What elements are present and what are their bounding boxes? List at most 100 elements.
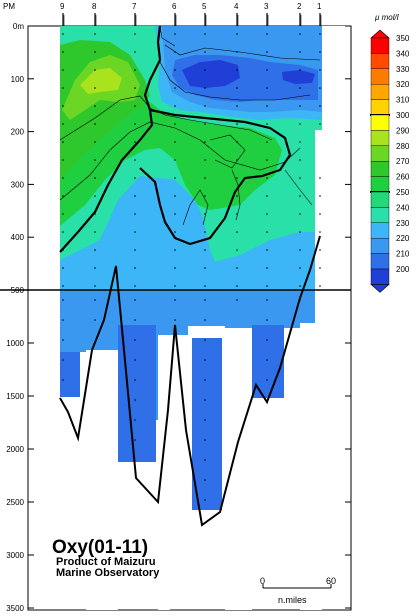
sample-dot	[204, 87, 206, 89]
colorbar-swatch-270	[370, 160, 390, 177]
sample-dot	[319, 213, 321, 215]
sample-dot	[266, 33, 268, 35]
sample-dot	[236, 123, 238, 125]
colorbar-label: 300	[396, 111, 410, 120]
sample-dot	[94, 195, 96, 197]
sample-dot	[94, 299, 96, 301]
sample-dot	[266, 359, 268, 361]
sample-dot	[204, 267, 206, 269]
sample-dot	[134, 213, 136, 215]
colorbar-arrow-top	[370, 29, 390, 39]
sample-dot	[204, 105, 206, 107]
sample-dot	[62, 231, 64, 233]
sample-dot	[204, 459, 206, 461]
sample-dot	[62, 285, 64, 287]
sample-dot	[204, 319, 206, 321]
colorbar-label: 270	[396, 157, 410, 166]
sample-dot	[174, 87, 176, 89]
sample-dot	[266, 51, 268, 53]
sample-dot	[266, 339, 268, 341]
y-axis: 0m 100 200 300 400 500 1000 1500 2000 2500 3000 350…	[6, 22, 351, 613]
sample-dot	[62, 249, 64, 251]
sample-dot	[134, 267, 136, 269]
sample-dot	[94, 159, 96, 161]
sample-dot	[62, 87, 64, 89]
sample-dot	[204, 479, 206, 481]
station-label-4: 4	[234, 2, 239, 11]
sample-dot	[319, 51, 321, 53]
sample-dot	[319, 267, 321, 269]
colorbar-label: 260	[396, 173, 410, 182]
sample-dot	[299, 33, 301, 35]
sample-dot	[174, 285, 176, 287]
sample-dot	[319, 195, 321, 197]
sample-dot	[266, 159, 268, 161]
sample-dot	[319, 105, 321, 107]
y-tick-label: 200	[11, 128, 25, 137]
colorbar-label: 210	[396, 250, 410, 259]
y-tick-label: 400	[11, 233, 25, 242]
sample-dot	[299, 123, 301, 125]
sample-dot	[134, 359, 136, 361]
colorbar-label: 290	[396, 126, 410, 135]
colorbar: μ mol/l 340 330 320 310 300 290 280 270 260 250 24…	[370, 13, 410, 293]
sample-dot	[236, 267, 238, 269]
sample-dot	[236, 249, 238, 251]
sample-dot	[62, 339, 64, 341]
sample-dot	[174, 159, 176, 161]
sample-dot	[62, 159, 64, 161]
sample-dot	[266, 69, 268, 71]
station-label-9: 9	[60, 2, 65, 11]
sample-dot	[319, 231, 321, 233]
sample-dot	[204, 177, 206, 179]
sample-dot	[236, 299, 238, 301]
sample-dot	[134, 123, 136, 125]
sample-dot	[266, 141, 268, 143]
colorbar-label: 280	[396, 142, 410, 151]
sample-dot	[94, 319, 96, 321]
sample-dot	[174, 195, 176, 197]
x-axis-label: PM	[3, 2, 15, 11]
sample-dot	[299, 195, 301, 197]
sample-dot	[236, 159, 238, 161]
colorbar-label: 320	[396, 80, 410, 89]
sample-dot	[204, 123, 206, 125]
sample-dot	[299, 231, 301, 233]
colorbar-swatch-200	[370, 268, 390, 285]
sample-dot	[266, 319, 268, 321]
sample-dot	[319, 123, 321, 125]
sample-dot	[134, 177, 136, 179]
sample-dot	[94, 105, 96, 107]
sample-dot	[94, 33, 96, 35]
scale-bar-end: 60	[326, 576, 336, 586]
sample-dot	[204, 499, 206, 501]
sample-dot	[62, 319, 64, 321]
sample-dot	[204, 159, 206, 161]
y-tick-label: 2000	[6, 445, 24, 454]
sample-dot	[134, 141, 136, 143]
scale-bar-unit: n.miles	[278, 595, 307, 605]
colorbar-swatch-320	[370, 83, 390, 100]
sample-dot	[299, 267, 301, 269]
sample-dot	[319, 249, 321, 251]
sample-dot	[204, 379, 206, 381]
sample-dot	[174, 319, 176, 321]
sample-dot	[94, 285, 96, 287]
colorbar-swatch-350	[370, 37, 390, 54]
sample-dot	[94, 231, 96, 233]
field-230-deep	[60, 176, 315, 290]
sample-dot	[299, 69, 301, 71]
colorbar-label: 350	[396, 34, 410, 43]
sample-dot	[266, 267, 268, 269]
sample-dot	[299, 87, 301, 89]
sample-dot	[236, 51, 238, 53]
sample-dot	[62, 379, 64, 381]
sample-dot	[236, 33, 238, 35]
y-tick-label: 300	[11, 180, 25, 189]
sample-dot	[174, 69, 176, 71]
sample-dot	[236, 105, 238, 107]
field-200-b	[282, 70, 315, 84]
y-tick-label: 0m	[13, 22, 24, 31]
sample-dot	[266, 299, 268, 301]
sample-dot	[174, 123, 176, 125]
